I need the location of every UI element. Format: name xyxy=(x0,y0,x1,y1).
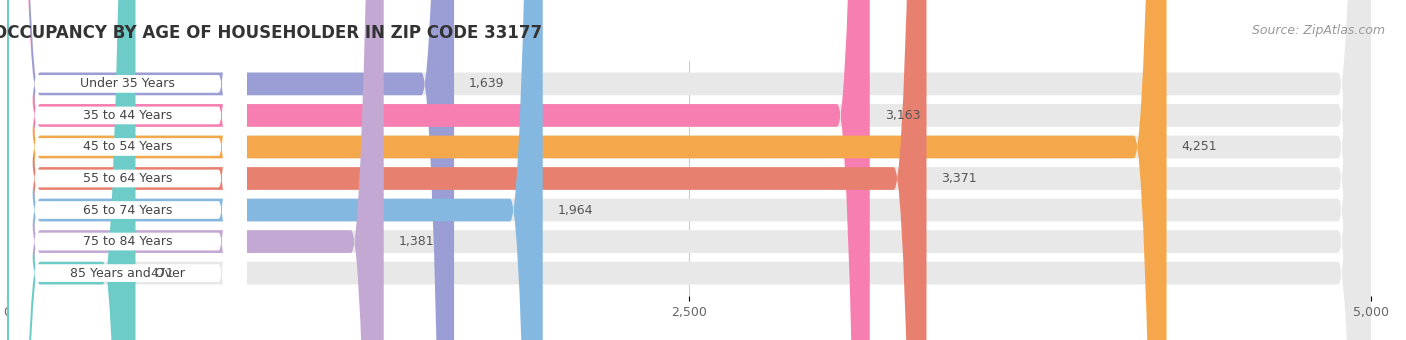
Text: 3,163: 3,163 xyxy=(884,109,921,122)
Text: 4,251: 4,251 xyxy=(1181,140,1218,153)
Text: 1,639: 1,639 xyxy=(470,78,505,90)
FancyBboxPatch shape xyxy=(7,0,1371,340)
FancyBboxPatch shape xyxy=(7,0,927,340)
FancyBboxPatch shape xyxy=(7,0,1371,340)
Text: 85 Years and Over: 85 Years and Over xyxy=(70,267,186,279)
Text: 55 to 64 Years: 55 to 64 Years xyxy=(83,172,173,185)
Text: 45 to 54 Years: 45 to 54 Years xyxy=(83,140,173,153)
FancyBboxPatch shape xyxy=(10,0,246,340)
Text: Source: ZipAtlas.com: Source: ZipAtlas.com xyxy=(1251,24,1385,37)
FancyBboxPatch shape xyxy=(7,0,870,340)
FancyBboxPatch shape xyxy=(10,0,246,340)
FancyBboxPatch shape xyxy=(7,0,1371,340)
FancyBboxPatch shape xyxy=(10,0,246,340)
FancyBboxPatch shape xyxy=(7,0,1167,340)
Text: 1,964: 1,964 xyxy=(558,204,593,217)
FancyBboxPatch shape xyxy=(10,0,246,340)
FancyBboxPatch shape xyxy=(7,0,1371,340)
FancyBboxPatch shape xyxy=(7,0,135,340)
Text: 471: 471 xyxy=(150,267,174,279)
FancyBboxPatch shape xyxy=(7,0,1371,340)
Text: 65 to 74 Years: 65 to 74 Years xyxy=(83,204,173,217)
FancyBboxPatch shape xyxy=(10,0,246,340)
FancyBboxPatch shape xyxy=(7,0,384,340)
Text: 75 to 84 Years: 75 to 84 Years xyxy=(83,235,173,248)
FancyBboxPatch shape xyxy=(7,0,1371,340)
Text: Under 35 Years: Under 35 Years xyxy=(80,78,176,90)
FancyBboxPatch shape xyxy=(7,0,543,340)
FancyBboxPatch shape xyxy=(7,0,1371,340)
Text: 3,371: 3,371 xyxy=(942,172,977,185)
Text: 1,381: 1,381 xyxy=(399,235,434,248)
Text: OCCUPANCY BY AGE OF HOUSEHOLDER IN ZIP CODE 33177: OCCUPANCY BY AGE OF HOUSEHOLDER IN ZIP C… xyxy=(0,24,543,42)
FancyBboxPatch shape xyxy=(10,0,246,340)
FancyBboxPatch shape xyxy=(7,0,454,340)
Text: 35 to 44 Years: 35 to 44 Years xyxy=(83,109,173,122)
FancyBboxPatch shape xyxy=(10,0,246,340)
